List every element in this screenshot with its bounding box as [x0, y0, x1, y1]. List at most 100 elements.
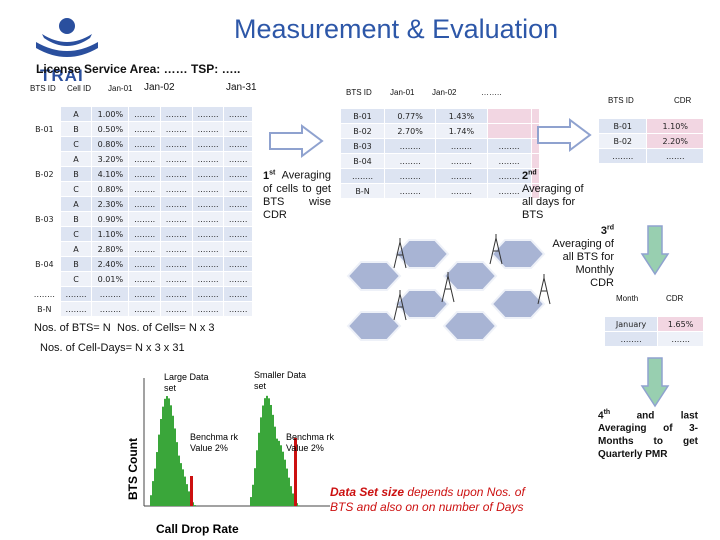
histogram-bar	[162, 406, 164, 506]
cdr-value-cell: 0.80%	[91, 181, 130, 197]
cdr-value-cell: ……..	[486, 168, 532, 184]
smaller-data-set-label: Smaller Data set	[254, 370, 307, 391]
table-row: A 1.00%……..……..……..…….	[28, 106, 253, 122]
cdr-value-cell: …….	[223, 136, 253, 152]
cdr-value-cell: …….	[223, 211, 253, 227]
histogram-bar	[172, 415, 174, 506]
bts-id-cell	[28, 226, 61, 242]
histogram-bar	[154, 468, 156, 506]
cell-id-cell: ……..	[59, 301, 93, 317]
cdr-value-cell: 2.80%	[91, 241, 130, 257]
bts-id-cell: B-04	[28, 256, 61, 272]
histogram-bar	[258, 432, 260, 506]
bts-table-header-jan02: Jan-02	[432, 88, 457, 97]
table-row: C 0.80%……..……..……..…….	[28, 136, 253, 152]
cdr-value-cell: ……..	[191, 286, 225, 302]
table-row: C 0.01%……..……..……..…….	[28, 271, 253, 287]
cdr-value-cell: ……..	[435, 168, 488, 184]
cell-table-header-cell: Cell ID	[67, 84, 92, 93]
histogram-bar	[250, 497, 252, 506]
bts-id-cell: B-04	[340, 153, 385, 169]
cdr-value-cell: ……..	[191, 211, 225, 227]
table-row: B-04……..……..……..	[340, 153, 541, 169]
histogram-bar	[286, 468, 288, 506]
step-4-text: 4th and last Averaging of 3-Months to ge…	[598, 409, 698, 461]
cdr-value-cell: …….	[223, 196, 253, 212]
right-arrow-icon	[537, 118, 592, 152]
table-row: B-01 1.10%	[597, 118, 704, 134]
month-table-header-cdr: CDR	[666, 294, 684, 303]
histogram-bar	[174, 428, 176, 506]
histogram-bar	[184, 476, 186, 506]
step-2-text: 2nd Averaging of all days for BTS	[522, 169, 584, 221]
cell-id-cell: B	[59, 211, 93, 227]
cdr-value-cell: …….	[223, 151, 253, 167]
bts-id-cell	[28, 271, 61, 287]
cdr-value-cell: ……..	[383, 153, 437, 169]
benchmark-line	[294, 438, 297, 506]
bts-id-cell: B-03	[28, 211, 61, 227]
cell-id-cell: A	[59, 241, 93, 257]
histogram-bar	[260, 417, 262, 506]
table-row: ……..……..……..……..……..……..…….	[28, 286, 253, 302]
cell-id-cell: C	[59, 181, 93, 197]
cdr-value-cell: 2.40%	[91, 256, 130, 272]
cdr-value-cell: ……..	[486, 138, 532, 154]
cdr-value-cell: …….	[223, 271, 253, 287]
step-3-text: 3rd Averaging of all BTS for Monthly CDR	[552, 224, 614, 289]
table-row: A 2.30%……..……..……..…….	[28, 196, 253, 212]
right-arrow-icon	[269, 124, 324, 158]
histogram-bar	[170, 405, 172, 506]
histogram-bar	[264, 398, 266, 506]
cdr-value-cell: …….	[223, 226, 253, 242]
bts-id-cell: ……..	[597, 148, 648, 164]
cdr-value-cell: ……..	[435, 138, 488, 154]
histogram-bar	[284, 459, 286, 506]
histogram-bar	[290, 486, 292, 506]
cdr-value-cell: ……..	[191, 241, 225, 257]
cdr-value-cell: ……..	[435, 183, 488, 199]
cdr-value-cell: 0.80%	[91, 136, 130, 152]
cdr-value-cell: …….	[657, 331, 704, 347]
histogram-bar	[274, 426, 276, 506]
logo-text: TRAI	[40, 66, 84, 85]
cdr-value-cell: ……..	[160, 196, 193, 212]
cdr-value-cell: ……..	[191, 196, 225, 212]
table-row: B-03 B 0.90%……..……..……..…….	[28, 211, 253, 227]
histogram-bar	[188, 491, 190, 506]
page-title: Measurement & Evaluation	[234, 14, 559, 44]
bts-cdr-table: B-01 1.10% B-02 2.20%……..…….	[597, 118, 704, 164]
table-row: B-N……..……..……..……..……..…….	[28, 301, 253, 317]
cell-hexagon	[442, 311, 498, 341]
cdr-value-cell	[530, 183, 541, 199]
histogram-bar	[164, 398, 166, 506]
cell-id-cell: A	[59, 196, 93, 212]
cdr-value-cell: ……..	[91, 286, 130, 302]
cdr-value-cell: …….	[223, 286, 253, 302]
table-row: B-04 B 2.40%……..……..……..…….	[28, 256, 253, 272]
cdr-value-cell: ……..	[160, 166, 193, 182]
cdr-value-cell: …….	[223, 301, 253, 317]
cell-hexagon	[346, 311, 402, 341]
cell-id-cell: C	[59, 136, 93, 152]
bts-id-cell	[28, 241, 61, 257]
cdr-value-cell: ……..	[191, 136, 225, 152]
bts-id-cell: B-01	[597, 118, 648, 134]
cdr-value-cell: ……..	[128, 196, 161, 212]
table-row: C 0.80%……..……..……..…….	[28, 181, 253, 197]
cdr-value-cell: ……..	[128, 181, 161, 197]
cell-table-header-jan02: Jan-02	[144, 82, 175, 93]
cdr-value-cell: ……..	[128, 241, 161, 257]
cdr-value-cell: ……..	[191, 151, 225, 167]
nos-cells-label: Nos. of Cells= N x 3	[117, 322, 215, 334]
cdr-value-cell: ……..	[486, 183, 532, 199]
bts-id-cell: B-N	[28, 301, 61, 317]
bts-id-cell: ……..	[28, 286, 61, 302]
cdr-value-cell: 0.77%	[383, 108, 437, 124]
table-row: A 3.20%……..……..……..…….	[28, 151, 253, 167]
cdr-value-cell: 0.01%	[91, 271, 130, 287]
table-row: B-03……..……..……..	[340, 138, 541, 154]
cell-id-cell: C	[59, 271, 93, 287]
cdr-value-cell: ……..	[160, 151, 193, 167]
histogram-bar	[254, 468, 256, 506]
